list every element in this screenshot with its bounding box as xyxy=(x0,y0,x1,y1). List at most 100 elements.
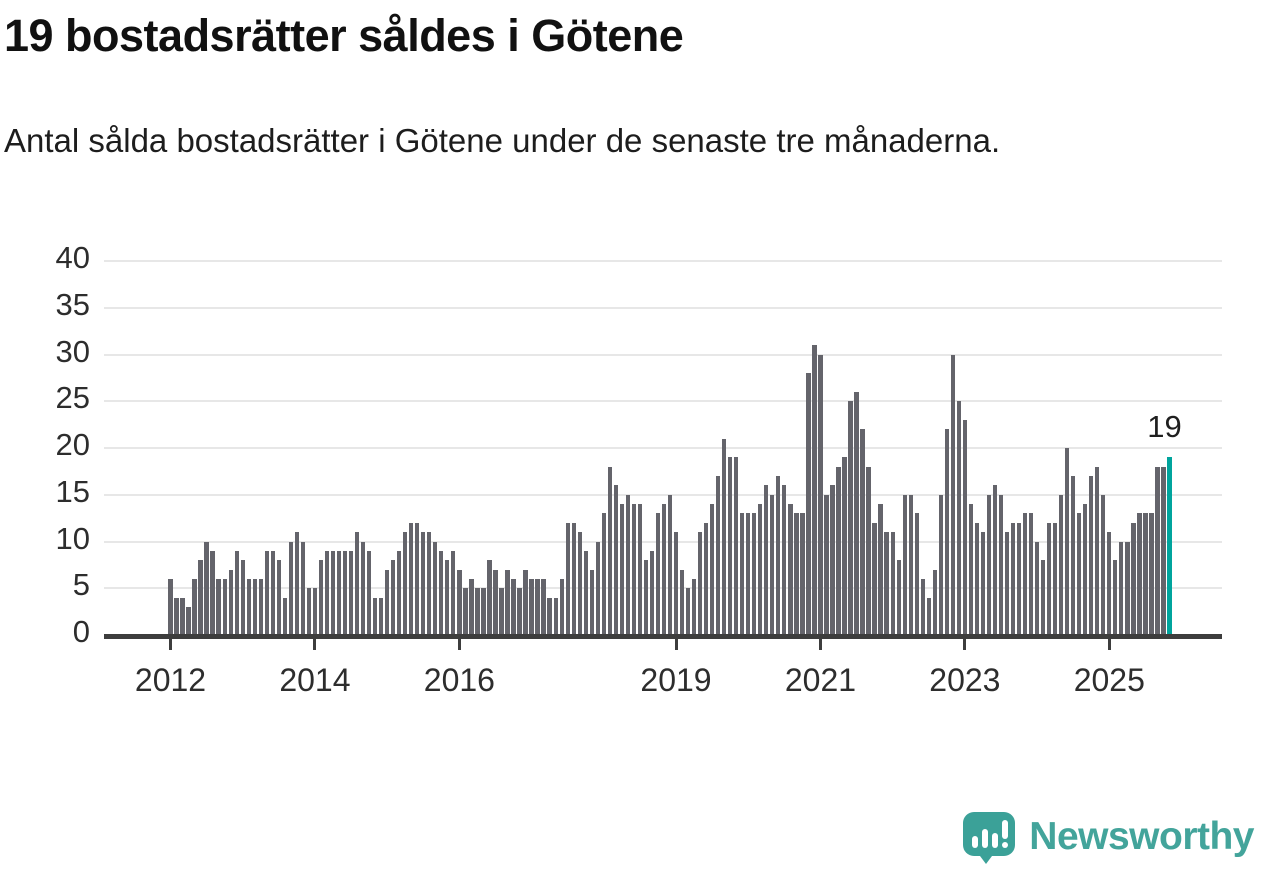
bar xyxy=(451,550,456,635)
bar xyxy=(384,569,390,635)
bar xyxy=(740,513,745,635)
bar xyxy=(1083,504,1088,635)
x-axis-tick xyxy=(457,639,461,650)
bar xyxy=(481,588,486,635)
bar xyxy=(1161,466,1166,635)
bar xyxy=(559,578,564,635)
bar xyxy=(421,532,426,635)
bar xyxy=(198,560,203,635)
chart-subtitle: Antal sålda bostadsrätter i Götene under… xyxy=(4,122,1001,159)
y-axis-tick-label: 40 xyxy=(55,240,90,275)
bar xyxy=(1113,560,1118,635)
bar xyxy=(697,532,703,635)
bar xyxy=(770,494,775,635)
bar xyxy=(324,550,330,635)
newsworthy-logo-icon xyxy=(963,812,1016,864)
bar xyxy=(878,504,883,635)
bar xyxy=(318,560,324,635)
bar xyxy=(475,588,480,635)
bar xyxy=(246,578,251,635)
bar xyxy=(709,504,715,635)
logo-chart-bar-icon xyxy=(982,829,989,848)
gridline xyxy=(104,353,1222,356)
bar xyxy=(300,541,306,635)
bar xyxy=(758,504,763,635)
bar xyxy=(348,550,354,635)
y-axis-tick-label: 20 xyxy=(55,427,90,462)
bar xyxy=(1065,448,1070,635)
bar xyxy=(746,513,751,635)
bar xyxy=(1040,560,1046,635)
bar xyxy=(896,560,901,635)
bar xyxy=(1077,513,1082,635)
bar xyxy=(734,457,739,635)
bar xyxy=(794,513,799,635)
bar xyxy=(240,560,245,635)
x-axis-tick xyxy=(1107,639,1111,650)
bar xyxy=(944,429,949,635)
bar xyxy=(1010,522,1016,635)
bar xyxy=(1089,476,1094,635)
y-axis-tick-label: 10 xyxy=(55,520,90,556)
bar xyxy=(487,560,492,635)
bar xyxy=(234,550,239,635)
bar xyxy=(433,541,438,635)
bar xyxy=(499,588,504,635)
bar xyxy=(294,532,300,635)
bar xyxy=(1016,522,1022,635)
bar xyxy=(661,504,667,635)
bar xyxy=(643,560,649,635)
bar xyxy=(998,494,1004,635)
bar xyxy=(914,513,919,635)
newsworthy-logo: Newsworthy xyxy=(963,812,1254,864)
bar xyxy=(872,522,877,635)
x-axis-tick-label: 2021 xyxy=(784,662,857,698)
bar xyxy=(992,485,998,635)
bar xyxy=(637,504,643,635)
bar xyxy=(222,578,227,635)
bar xyxy=(715,476,721,635)
bar xyxy=(848,401,853,635)
bar xyxy=(788,504,793,635)
bar xyxy=(752,513,757,635)
y-axis-tick-label: 25 xyxy=(55,380,90,416)
bar xyxy=(535,578,540,635)
bar xyxy=(288,541,293,635)
bar xyxy=(391,560,396,635)
bar xyxy=(511,578,516,635)
y-axis-tick-label: 0 xyxy=(72,614,90,649)
bar xyxy=(649,550,655,635)
bar xyxy=(824,494,829,635)
bar xyxy=(980,532,986,635)
bar xyxy=(427,532,432,635)
x-axis-tick-label: 2014 xyxy=(279,662,351,698)
bar xyxy=(330,550,336,635)
bar xyxy=(613,485,618,635)
bar xyxy=(415,522,420,635)
gridline xyxy=(104,447,1222,449)
bar xyxy=(1131,522,1136,635)
bar xyxy=(216,578,221,635)
bar xyxy=(1143,513,1148,635)
exclamation-dot-icon xyxy=(1002,842,1009,848)
bar xyxy=(625,494,630,635)
bar xyxy=(577,532,582,635)
bar xyxy=(703,522,709,635)
y-axis-tick-label: 30 xyxy=(55,333,90,369)
bar xyxy=(619,504,624,635)
bar xyxy=(950,354,955,635)
gridline xyxy=(104,260,1222,262)
bar xyxy=(902,494,907,635)
x-axis-line xyxy=(104,634,1222,639)
bar xyxy=(631,504,637,635)
bar xyxy=(679,569,685,635)
bar xyxy=(884,532,889,635)
bar xyxy=(541,578,546,635)
bar xyxy=(523,569,528,635)
bar xyxy=(974,522,980,635)
bar xyxy=(457,569,462,635)
bar xyxy=(800,513,805,635)
bar xyxy=(722,438,727,635)
bar xyxy=(553,597,558,635)
highlighted-bar xyxy=(1167,457,1172,635)
